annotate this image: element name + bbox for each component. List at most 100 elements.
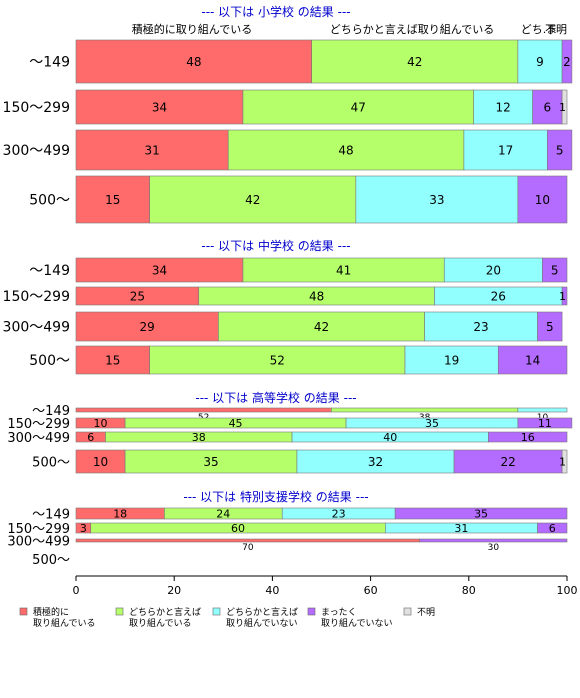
data-label: 42 [314, 320, 329, 334]
data-label: 31 [454, 522, 468, 535]
data-label: 34 [152, 101, 167, 115]
bar-segment [488, 431, 568, 443]
data-label: 60 [231, 522, 245, 535]
data-label: 41 [336, 264, 351, 278]
bar-row: 3 60 31 6 [75, 522, 568, 535]
bar-segment [561, 39, 573, 84]
legend-label: どちらかと言えば [226, 606, 298, 618]
bar-segment [75, 257, 244, 283]
bar-segment [331, 407, 519, 413]
bar-row: 48 42 9 2 [75, 39, 573, 84]
row-label: ～149 [32, 508, 70, 523]
row-label: 300～499 [7, 431, 70, 446]
row-label: 150～299 [3, 289, 70, 305]
legend-label: 取り組んでいない [226, 617, 298, 629]
data-label: 14 [525, 354, 540, 368]
panel-1: --- 以下は 小学校 の結果 --- ～149 48 42 9 2 150～299 34 47… [3, 4, 573, 224]
data-label: 5 [546, 320, 554, 334]
legend-label: 積極的に [33, 606, 69, 618]
bar-segment [419, 538, 568, 543]
bar-segment [242, 89, 475, 125]
data-label: 25 [130, 290, 145, 304]
legend-swatch [307, 607, 316, 616]
bar-segment [561, 89, 568, 125]
data-label: 9 [536, 55, 544, 69]
bar-segment [463, 129, 548, 171]
data-label: 70 [242, 543, 254, 553]
row-label: ～149 [32, 404, 70, 419]
bar-segment [561, 449, 568, 474]
data-label: 10 [535, 193, 550, 207]
bar-segment [355, 175, 519, 224]
data-label: 52 [270, 354, 285, 368]
data-label: 18 [113, 508, 127, 521]
data-label: 5 [556, 144, 564, 158]
legend-swatch [115, 607, 124, 616]
legend-label: 取り組んでいない [321, 617, 393, 629]
panel-title: --- 以下は 特別支援学校 の結果 --- [183, 489, 368, 504]
bar-row: 15 52 19 14 [75, 345, 568, 375]
bar-row: 25 48 26 1 [75, 286, 568, 306]
bar-segment [561, 286, 568, 306]
panel-title: --- 以下は 高等学校 の結果 --- [195, 390, 356, 405]
top-header-label: どちらかと言えば取り組んでいる [330, 23, 494, 36]
data-label: 16 [521, 431, 535, 444]
legend-swatch [403, 607, 412, 616]
legend-label: 不明 [417, 607, 435, 618]
bar-row: 34 41 20 5 [75, 257, 568, 283]
data-label: 20 [486, 264, 501, 278]
bar-segment [443, 257, 543, 283]
bar-segment [149, 175, 357, 224]
bar-segment [424, 311, 538, 342]
legend-label: 取り組んでいる [33, 617, 96, 629]
bar-row: 31 48 17 5 [75, 129, 573, 171]
data-label: 40 [383, 431, 397, 444]
bar-segment [75, 538, 421, 543]
bar-segment [311, 39, 519, 84]
bar-segment [242, 257, 445, 283]
row-label: 300～499 [3, 143, 70, 159]
row-label: 500～ [32, 456, 70, 471]
data-label: 11 [538, 417, 552, 430]
bar-segment [517, 407, 568, 413]
bar-segment [75, 407, 332, 413]
bar-segment [517, 175, 568, 224]
bar-row: 70 30 [75, 538, 568, 553]
bar-segment [75, 89, 244, 125]
bar-segment [394, 507, 568, 520]
row-label: 300～499 [7, 535, 70, 550]
bar-segment [497, 345, 568, 375]
bar-segment [218, 311, 425, 342]
bar-row: 34 47 12 6 1 [75, 89, 568, 125]
data-label: 38 [192, 431, 206, 444]
x-tick-label: 100 [557, 584, 578, 597]
data-label: 45 [229, 417, 243, 430]
legend-item: 不明 [403, 607, 435, 618]
bar-row: 18 24 23 35 [75, 507, 568, 521]
row-label: 500～ [29, 353, 70, 369]
data-label: 34 [152, 264, 167, 278]
data-label: 33 [429, 193, 444, 207]
bar-row: 29 42 23 5 [75, 311, 563, 342]
data-label: 2 [563, 55, 571, 69]
data-label: 1 [559, 101, 566, 114]
legend-item: 積極的に取り組んでいる [19, 606, 96, 629]
bar-row: 10 45 35 11 [75, 417, 573, 430]
data-label: 42 [245, 193, 260, 207]
data-label: 24 [216, 508, 230, 521]
panel-title: --- 以下は 中学校 の結果 --- [201, 238, 350, 253]
data-label: 23 [473, 320, 488, 334]
legend-swatch [19, 607, 28, 616]
bar-row: 15 42 33 10 [75, 175, 568, 224]
row-label: 150～299 [3, 100, 70, 116]
bar-segment [517, 417, 573, 429]
legend: 積極的に取り組んでいるどちらかと言えば取り組んでいるどちらかと言えば取り組んでい… [19, 606, 435, 629]
legend-item: どちらかと言えば取り組んでいる [115, 606, 201, 629]
top-header-label: どち.ま [521, 23, 558, 36]
data-label: 32 [368, 455, 383, 469]
top-header-label: 積極的に取り組んでいる [132, 22, 252, 36]
row-label: 500～ [29, 193, 70, 209]
